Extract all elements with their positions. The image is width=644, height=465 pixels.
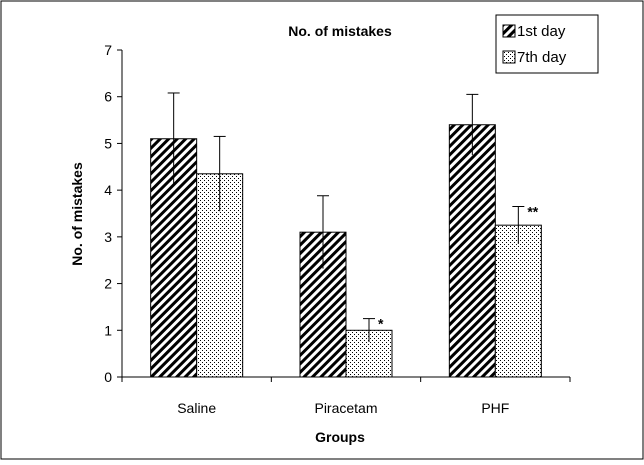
y-tick-label: 0 [104,369,112,385]
y-axis: 0 1 2 3 4 5 6 7 [104,42,123,385]
significance-marker: * [378,316,384,332]
legend-swatch-1st-day [502,24,516,38]
x-category-label: Piracetam [314,400,377,416]
y-tick-label: 6 [104,89,112,105]
y-tick-label: 3 [104,229,112,245]
legend-label-7th-day: 7th day [517,49,567,66]
significance-marker: ** [527,203,538,219]
legend-label-1st-day: 1st day [517,23,566,40]
y-tick-label: 2 [104,276,112,292]
error-bars-group [167,92,525,342]
y-tick-label: 1 [104,322,112,338]
x-axis-title: Groups [315,429,365,445]
x-category-label: PHF [481,400,509,416]
x-category-label: Saline [177,400,216,416]
significance-group: *** [378,203,539,331]
bar [448,124,496,378]
y-tick-label: 4 [104,182,112,198]
y-axis-title: No. of mistakes [69,162,85,266]
chart-title: No. of mistakes [288,23,392,39]
y-tick-label: 7 [104,42,112,58]
y-tick-label: 5 [104,135,112,151]
bars-group [150,124,542,378]
legend-swatch-7th-day [502,50,516,64]
bar [494,224,542,378]
legend: 1st day 7th day [495,14,599,74]
